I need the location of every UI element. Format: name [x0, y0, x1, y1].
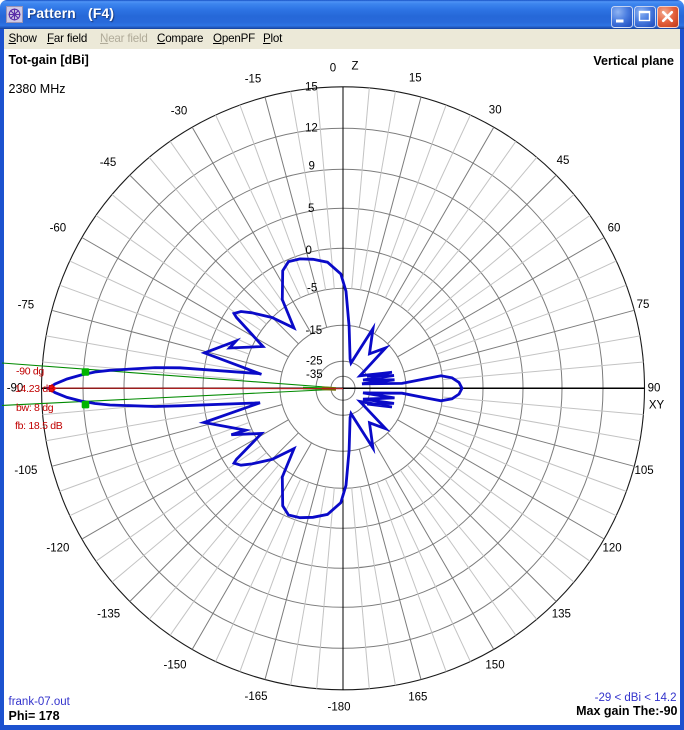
svg-text:XY: XY	[649, 400, 665, 412]
svg-text:9: 9	[309, 160, 315, 172]
svg-text:-150: -150	[163, 659, 186, 671]
svg-text:-75: -75	[18, 300, 35, 312]
svg-text:-15: -15	[245, 73, 262, 85]
svg-text:15: 15	[409, 73, 422, 85]
svg-text:-120: -120	[46, 542, 69, 554]
svg-text:-105: -105	[14, 465, 37, 477]
svg-text:-5: -5	[307, 282, 317, 294]
svg-text:-180: -180	[327, 702, 350, 714]
svg-text:bw: 8 dg: bw: 8 dg	[16, 402, 54, 414]
svg-text:45: 45	[557, 155, 570, 167]
svg-text:-15: -15	[306, 325, 323, 337]
svg-text:90: 90	[648, 383, 661, 395]
svg-text:135: 135	[552, 609, 571, 621]
svg-text:75: 75	[637, 299, 650, 311]
svg-text:-35: -35	[306, 369, 323, 381]
svg-text:120: 120	[603, 542, 622, 554]
svg-text:14.23 dB: 14.23 dB	[15, 383, 55, 395]
svg-text:-90 dg: -90 dg	[16, 365, 44, 377]
svg-text:-90: -90	[7, 382, 24, 394]
svg-text:0: 0	[330, 62, 336, 74]
svg-text:-165: -165	[244, 691, 267, 703]
svg-text:-25: -25	[306, 356, 323, 368]
svg-text:-45: -45	[100, 157, 117, 169]
svg-text:105: 105	[635, 465, 654, 477]
svg-text:-30: -30	[171, 106, 188, 118]
svg-text:12: 12	[305, 123, 318, 135]
svg-text:150: 150	[485, 659, 504, 671]
svg-text:60: 60	[608, 223, 621, 235]
svg-text:15: 15	[305, 81, 318, 93]
svg-text:-135: -135	[97, 609, 120, 621]
svg-text:fb: 18.5 dB: fb: 18.5 dB	[15, 420, 63, 432]
svg-text:Z: Z	[351, 61, 358, 73]
svg-text:5: 5	[308, 203, 314, 215]
svg-text:165: 165	[408, 691, 427, 703]
svg-text:0: 0	[306, 245, 312, 257]
svg-text:30: 30	[489, 105, 502, 117]
svg-text:-60: -60	[50, 222, 67, 234]
